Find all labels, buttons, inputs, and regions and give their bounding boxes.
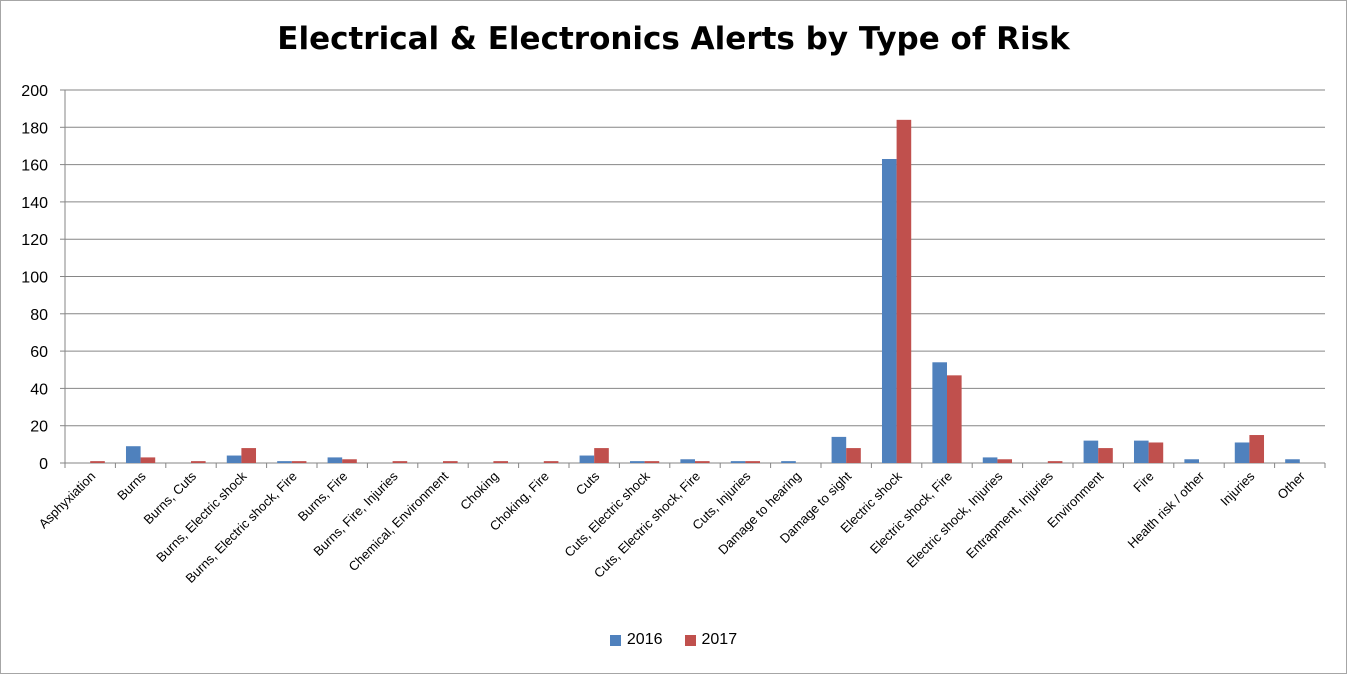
x-category-label: Asphyxiation xyxy=(36,469,99,532)
bar-2017-10 xyxy=(594,448,609,463)
y-tick-label: 40 xyxy=(30,381,48,398)
bar-2016-14 xyxy=(781,461,796,463)
y-tick-label: 100 xyxy=(21,270,48,287)
bar-2017-1 xyxy=(140,457,156,463)
y-tick-label: 140 xyxy=(21,195,48,212)
bar-2016-12 xyxy=(680,459,695,463)
y-tick-label: 120 xyxy=(21,232,48,249)
bar-2017-19 xyxy=(1047,461,1063,463)
y-tick-label: 80 xyxy=(30,307,48,324)
x-category-label: Cuts, Electric shock, Fire xyxy=(591,469,703,581)
legend-item-2016: 2016 xyxy=(609,631,663,649)
bar-2016-4 xyxy=(277,461,292,463)
bar-2017-7 xyxy=(443,461,458,463)
x-category-label: Choking xyxy=(457,469,501,513)
y-tick-label: 200 xyxy=(21,83,48,100)
bar-2017-21 xyxy=(1148,442,1164,463)
y-tick-label: 20 xyxy=(30,419,48,436)
bar-2016-11 xyxy=(629,461,645,463)
bar-2017-13 xyxy=(745,461,761,463)
bar-2016-10 xyxy=(579,455,595,463)
bar-2017-12 xyxy=(695,461,710,463)
x-category-label: Chemical, Environment xyxy=(345,468,451,574)
x-category-label: Other xyxy=(1274,468,1308,502)
bar-2017-0 xyxy=(90,461,105,463)
x-category-label: Burns, Electric shock xyxy=(153,468,250,565)
bar-2017-5 xyxy=(342,459,357,463)
bar-2017-9 xyxy=(543,461,559,463)
legend-label-2016: 2016 xyxy=(626,631,663,648)
bar-2017-11 xyxy=(644,461,660,463)
bar-2016-22 xyxy=(1184,459,1199,463)
bar-2016-15 xyxy=(831,436,847,463)
x-category-label: Injuries xyxy=(1217,468,1258,509)
x-category-label: Fire xyxy=(1130,469,1156,495)
x-category-label: Cuts xyxy=(573,468,603,498)
bar-2016-3 xyxy=(226,455,242,463)
bar-2016-20 xyxy=(1083,440,1099,463)
bar-2016-5 xyxy=(327,457,343,463)
bar-2017-16 xyxy=(896,119,912,463)
x-category-label: Entrapment, Injuries xyxy=(963,468,1056,561)
bar-2017-4 xyxy=(291,461,307,463)
bar-2016-13 xyxy=(730,461,746,463)
legend-swatch-2017 xyxy=(684,634,696,646)
bar-2017-8 xyxy=(493,461,509,463)
y-tick-label: 0 xyxy=(39,456,48,473)
bar-2016-18 xyxy=(982,457,998,463)
bar-2017-2 xyxy=(191,461,206,463)
bar-2017-20 xyxy=(1098,448,1113,463)
y-tick-label: 180 xyxy=(21,120,48,137)
bar-2017-18 xyxy=(997,459,1013,463)
y-tick-label: 160 xyxy=(21,158,48,175)
bar-2017-23 xyxy=(1249,435,1265,463)
chart-title: Electrical & Electronics Alerts by Type … xyxy=(277,21,1070,57)
x-category-label: Burns, Fire, Injuries xyxy=(310,468,401,559)
y-tick-label: 60 xyxy=(30,344,48,361)
bar-2017-3 xyxy=(241,448,257,463)
legend-label-2017: 2017 xyxy=(701,631,738,648)
bar-2017-15 xyxy=(846,448,861,463)
legend: 2016 2017 xyxy=(1,631,1346,649)
bar-2016-24 xyxy=(1285,459,1300,463)
bar-2016-23 xyxy=(1234,442,1250,463)
bar-2016-17 xyxy=(932,362,947,463)
x-category-label: Electric shock, Injuries xyxy=(903,468,1005,570)
x-category-label: Cuts, Electric shock xyxy=(561,468,653,560)
x-category-label: Burns xyxy=(114,468,149,503)
legend-swatch-2016 xyxy=(609,634,621,646)
bar-2016-1 xyxy=(125,446,141,463)
bar-2016-16 xyxy=(881,159,897,463)
bar-2017-6 xyxy=(392,461,408,463)
bar-2017-17 xyxy=(947,375,962,463)
legend-item-2017: 2017 xyxy=(684,631,738,649)
bar-2016-21 xyxy=(1133,440,1149,463)
